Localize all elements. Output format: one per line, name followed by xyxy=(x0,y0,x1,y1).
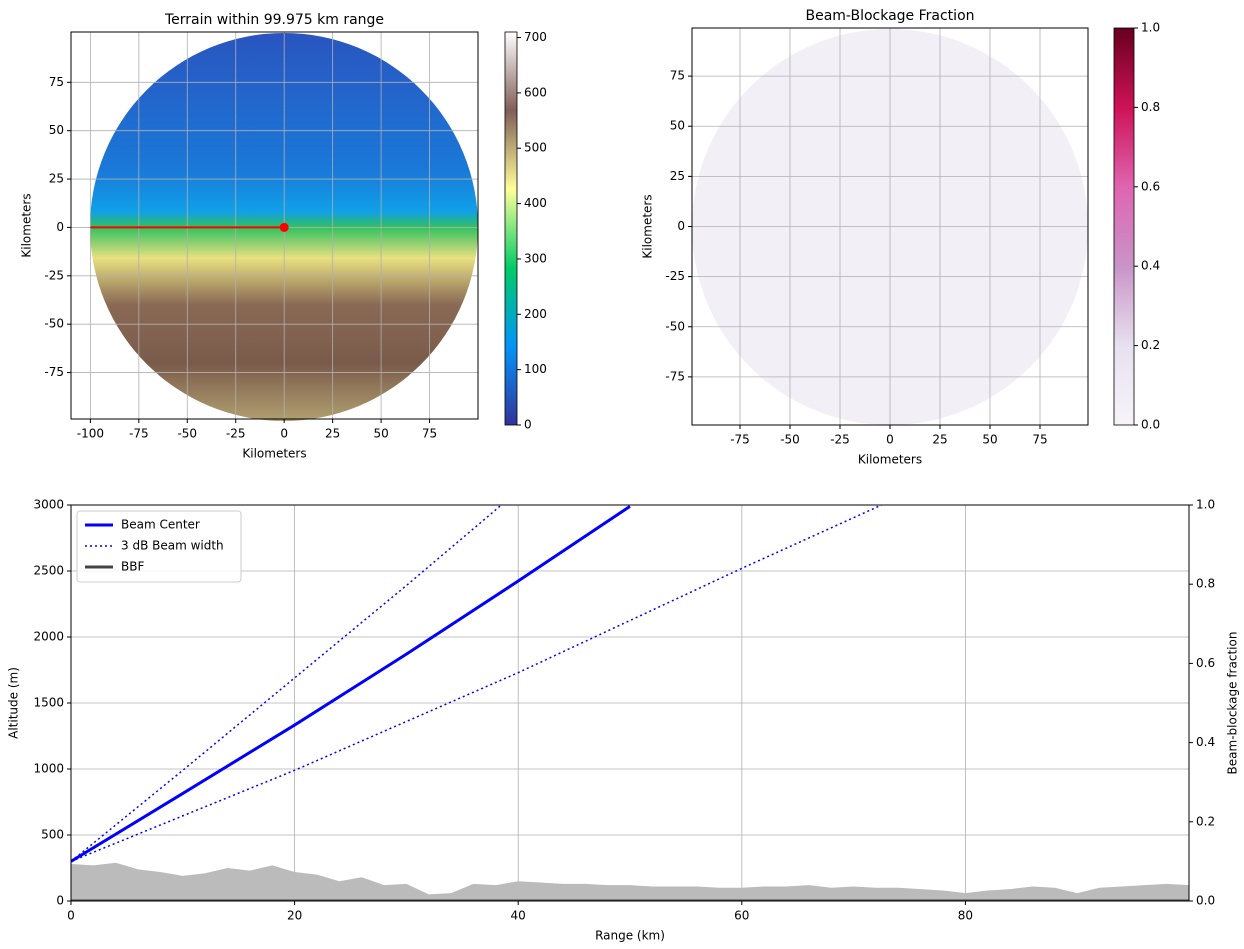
y2-tick-label: 1.0 xyxy=(1196,498,1215,512)
y-tick-label: 0 xyxy=(56,220,64,234)
x-tick-label: 50 xyxy=(373,427,388,441)
y-tick-label: 2500 xyxy=(33,564,64,578)
y-axis-label: Altitude (m) xyxy=(7,667,21,739)
legend-label: Beam Center xyxy=(121,518,200,532)
x-tick-label: 60 xyxy=(734,909,749,923)
x-tick-label: 0 xyxy=(67,909,75,923)
y-tick-label: -75 xyxy=(44,365,64,379)
x-tick-label: 25 xyxy=(325,427,340,441)
y2-tick-label: 0.6 xyxy=(1196,656,1215,670)
y-axis-label: Kilometers xyxy=(641,194,655,258)
x-tick-label: 75 xyxy=(422,427,437,441)
x-axis-label: Range (km) xyxy=(595,929,665,943)
y-tick-label: 1500 xyxy=(33,696,64,710)
x-tick-label: 20 xyxy=(287,909,302,923)
y-tick-label: 25 xyxy=(670,169,685,183)
y-tick-label: 0 xyxy=(56,894,64,908)
y-tick-label: 0 xyxy=(677,219,685,233)
y-tick-label: -25 xyxy=(44,268,64,282)
x-tick-label: -25 xyxy=(830,433,850,447)
colorbar xyxy=(505,32,517,425)
colorbar-tick-label: 100 xyxy=(524,362,547,376)
y-tick-label: 75 xyxy=(49,75,64,89)
figure: -100 -75 -50 -25 0 25 50 75 -75 -50 -25 0 25 50 75 Terr… xyxy=(0,0,1244,945)
y-tick-label: -25 xyxy=(665,269,685,283)
colorbar-tick-label: 0.6 xyxy=(1141,179,1160,193)
y-tick-label: 25 xyxy=(49,172,64,186)
y-axis-label: Kilometers xyxy=(20,193,34,257)
chart-title: Beam-Blockage Fraction xyxy=(805,8,974,24)
colorbar-tick-label: 700 xyxy=(524,30,547,44)
colorbar-tick-label: 500 xyxy=(524,141,547,155)
colorbar-tick-label: 0 xyxy=(524,418,532,432)
colorbar-tick-label: 0.2 xyxy=(1141,338,1160,352)
colorbar-tick-label: 0.4 xyxy=(1141,259,1160,273)
x-tick-label: 25 xyxy=(932,433,947,447)
y-tick-label: 2000 xyxy=(33,630,64,644)
x-tick-label: 75 xyxy=(1032,433,1047,447)
y-tick-label: -75 xyxy=(665,369,685,383)
x-tick-label: -100 xyxy=(77,427,104,441)
colorbar-tick-label: 300 xyxy=(524,251,547,265)
x-tick-label: 50 xyxy=(982,433,997,447)
radar-site xyxy=(280,223,289,232)
x-tick-label: -50 xyxy=(780,433,800,447)
y-tick-label: -50 xyxy=(665,319,685,333)
colorbar-tick-label: 200 xyxy=(524,307,547,321)
y-tick-label: 500 xyxy=(41,828,64,842)
x-tick-label: 40 xyxy=(511,909,526,923)
legend-label: 3 dB Beam width xyxy=(121,539,224,553)
y2-tick-label: 0.0 xyxy=(1196,894,1215,908)
y-tick-label: 3000 xyxy=(33,498,64,512)
colorbar-tick-label: 400 xyxy=(524,196,547,210)
y-tick-label: 50 xyxy=(49,123,64,137)
x-tick-label: -75 xyxy=(129,427,149,441)
legend-label: BBF xyxy=(121,560,144,574)
x-tick-label: -25 xyxy=(226,427,246,441)
y2-axis-label: Beam-blockage fraction xyxy=(1226,632,1240,775)
y-tick-label: 75 xyxy=(670,69,685,83)
y-tick-label: -50 xyxy=(44,317,64,331)
y-tick-label: 50 xyxy=(670,119,685,133)
x-tick-label: 0 xyxy=(280,427,288,441)
x-tick-label: -75 xyxy=(730,433,750,447)
colorbar-tick-label: 0.8 xyxy=(1141,100,1160,114)
y2-tick-label: 0.2 xyxy=(1196,814,1215,828)
x-tick-label: -50 xyxy=(177,427,197,441)
x-tick-label: 0 xyxy=(886,433,894,447)
chart-title: Terrain within 99.975 km range xyxy=(164,12,384,28)
x-tick-label: 80 xyxy=(958,909,973,923)
colorbar-tick-label: 1.0 xyxy=(1141,21,1160,35)
x-axis-label: Kilometers xyxy=(242,447,306,461)
colorbar xyxy=(1114,28,1134,425)
y2-tick-label: 0.4 xyxy=(1196,735,1215,749)
y-tick-label: 1000 xyxy=(33,762,64,776)
y2-tick-label: 0.8 xyxy=(1196,577,1215,591)
x-axis-label: Kilometers xyxy=(858,453,922,467)
colorbar-tick-label: 600 xyxy=(524,85,547,99)
colorbar-tick-label: 0.0 xyxy=(1141,418,1160,432)
